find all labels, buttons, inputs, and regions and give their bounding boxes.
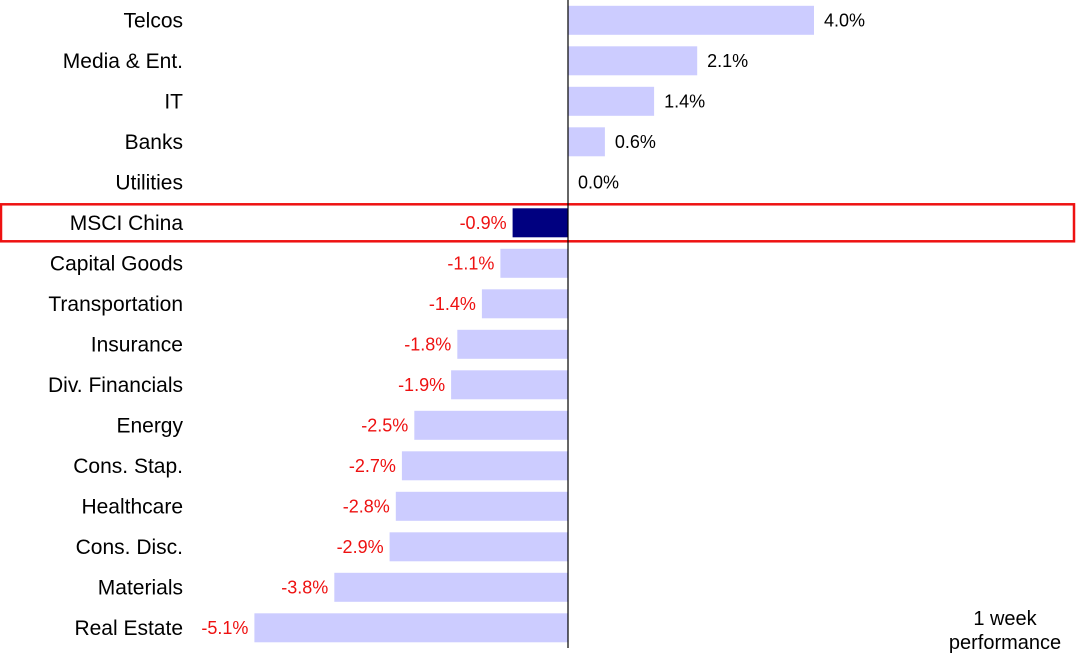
bar-telcos — [568, 5, 814, 35]
bar-banks — [568, 127, 605, 157]
category-label-div-financials: Div. Financials — [48, 374, 183, 397]
highlight-box — [0, 203, 1076, 243]
value-label-it: 1.4% — [664, 91, 705, 111]
category-label-it: IT — [164, 90, 183, 113]
category-label-transportation: Transportation — [48, 293, 183, 316]
value-label-cons-disc: -2.9% — [337, 537, 384, 557]
bar-insurance — [457, 329, 568, 359]
category-label-banks: Banks — [125, 131, 183, 154]
bar-energy — [414, 410, 569, 440]
bar-real-estate — [254, 613, 568, 643]
category-label-healthcare: Healthcare — [81, 495, 183, 518]
bar-div-financials — [451, 370, 568, 400]
value-label-div-financials: -1.9% — [398, 375, 445, 395]
bar-it — [568, 86, 655, 116]
bar-cons-disc — [389, 532, 568, 562]
value-label-telcos: 4.0% — [824, 10, 865, 30]
value-label-materials: -3.8% — [281, 577, 328, 597]
category-label-cons-disc: Cons. Disc. — [76, 536, 183, 559]
category-label-cons-stap: Cons. Stap. — [73, 455, 183, 478]
value-label-banks: 0.6% — [615, 132, 656, 152]
bar-healthcare — [395, 491, 568, 521]
value-label-transportation: -1.4% — [429, 294, 476, 314]
category-label-capital-goods: Capital Goods — [50, 252, 183, 275]
bars-group — [0, 5, 1076, 643]
bar-transportation — [481, 289, 568, 319]
category-label-utilities: Utilities — [115, 171, 183, 194]
bar-cons-stap — [401, 451, 568, 481]
value-label-energy: -2.5% — [361, 415, 408, 435]
value-label-real-estate: -5.1% — [201, 618, 248, 638]
value-label-utilities: 0.0% — [578, 172, 619, 192]
labels-group: Telcos 4.0% Media & Ent. 2.1% IT 1.4% Banks 0.6… — [48, 9, 865, 640]
category-label-insurance: Insurance — [91, 333, 183, 356]
category-label-telcos: Telcos — [123, 9, 183, 32]
category-label-media-ent: Media & Ent. — [63, 50, 183, 73]
category-label-materials: Materials — [98, 576, 183, 599]
value-label-cons-stap: -2.7% — [349, 456, 396, 476]
value-label-media-ent: 2.1% — [707, 51, 748, 71]
chart-note: 1 week performance — [948, 608, 1062, 654]
value-label-insurance: -1.8% — [404, 334, 451, 354]
bar-capital-goods — [500, 248, 569, 278]
value-label-healthcare: -2.8% — [343, 496, 390, 516]
bar-materials — [334, 572, 568, 602]
value-label-msci-china: -0.9% — [460, 213, 507, 233]
category-label-real-estate: Real Estate — [74, 617, 183, 640]
category-label-msci-china: MSCI China — [70, 212, 184, 235]
bar-media-ent — [568, 46, 698, 76]
bar-msci-china — [512, 208, 568, 238]
value-label-capital-goods: -1.1% — [447, 253, 494, 273]
category-label-energy: Energy — [116, 414, 183, 437]
